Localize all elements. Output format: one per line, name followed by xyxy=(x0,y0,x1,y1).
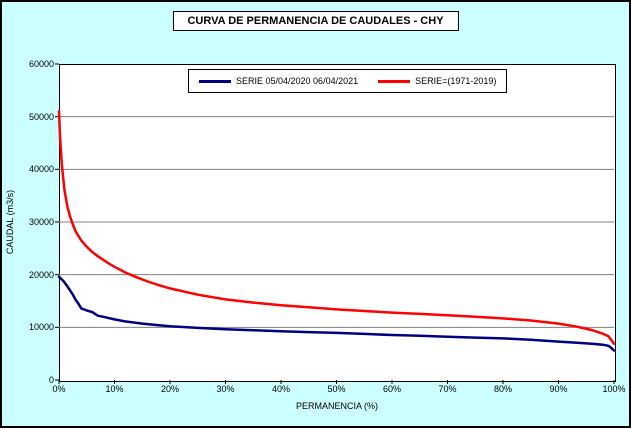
legend-line-series2-icon xyxy=(378,79,411,83)
legend-line-series1-icon xyxy=(199,79,231,83)
y-tick-label: 20000 xyxy=(28,269,54,280)
x-tick-label: 50% xyxy=(327,384,346,394)
legend-label-series1: SERIE 05/04/2020 06/04/2021 xyxy=(236,76,359,86)
x-tick-label: 0% xyxy=(52,384,66,394)
chart-title: CURVA DE PERMANENCIA DE CAUDALES - CHY xyxy=(172,11,459,31)
x-tick-label: 10% xyxy=(105,384,124,394)
x-tick-label: 90% xyxy=(549,384,568,394)
x-tick-label: 40% xyxy=(271,384,290,394)
x-tick-label: 80% xyxy=(493,384,512,394)
legend-entry-series2: SERIE=(1971-2019) xyxy=(378,76,496,86)
series-line-2 xyxy=(57,110,616,345)
y-tick-label: 30000 xyxy=(28,217,54,227)
x-tick-label: 30% xyxy=(216,384,235,394)
legend-entry-series1: SERIE 05/04/2020 06/04/2021 xyxy=(199,76,358,86)
y-tick-label: 50000 xyxy=(28,111,54,122)
series-line-1 xyxy=(57,275,616,352)
legend-label-series2: SERIE=(1971-2019) xyxy=(415,76,497,86)
x-axis-title: PERMANENCIA (%) xyxy=(295,401,378,411)
x-tick-label: 60% xyxy=(382,384,401,394)
y-tick-label: 10000 xyxy=(28,322,54,333)
x-tick-label: 100% xyxy=(602,384,626,394)
x-tick-label: 20% xyxy=(160,384,179,394)
x-tick-label: 70% xyxy=(438,384,457,394)
y-tick-label: 40000 xyxy=(28,164,54,175)
y-tick-label: 0 xyxy=(48,375,54,385)
y-tick-label: 60000 xyxy=(28,59,54,69)
legend: SERIE 05/04/2020 06/04/2021 SERIE=(1971-… xyxy=(188,69,508,93)
